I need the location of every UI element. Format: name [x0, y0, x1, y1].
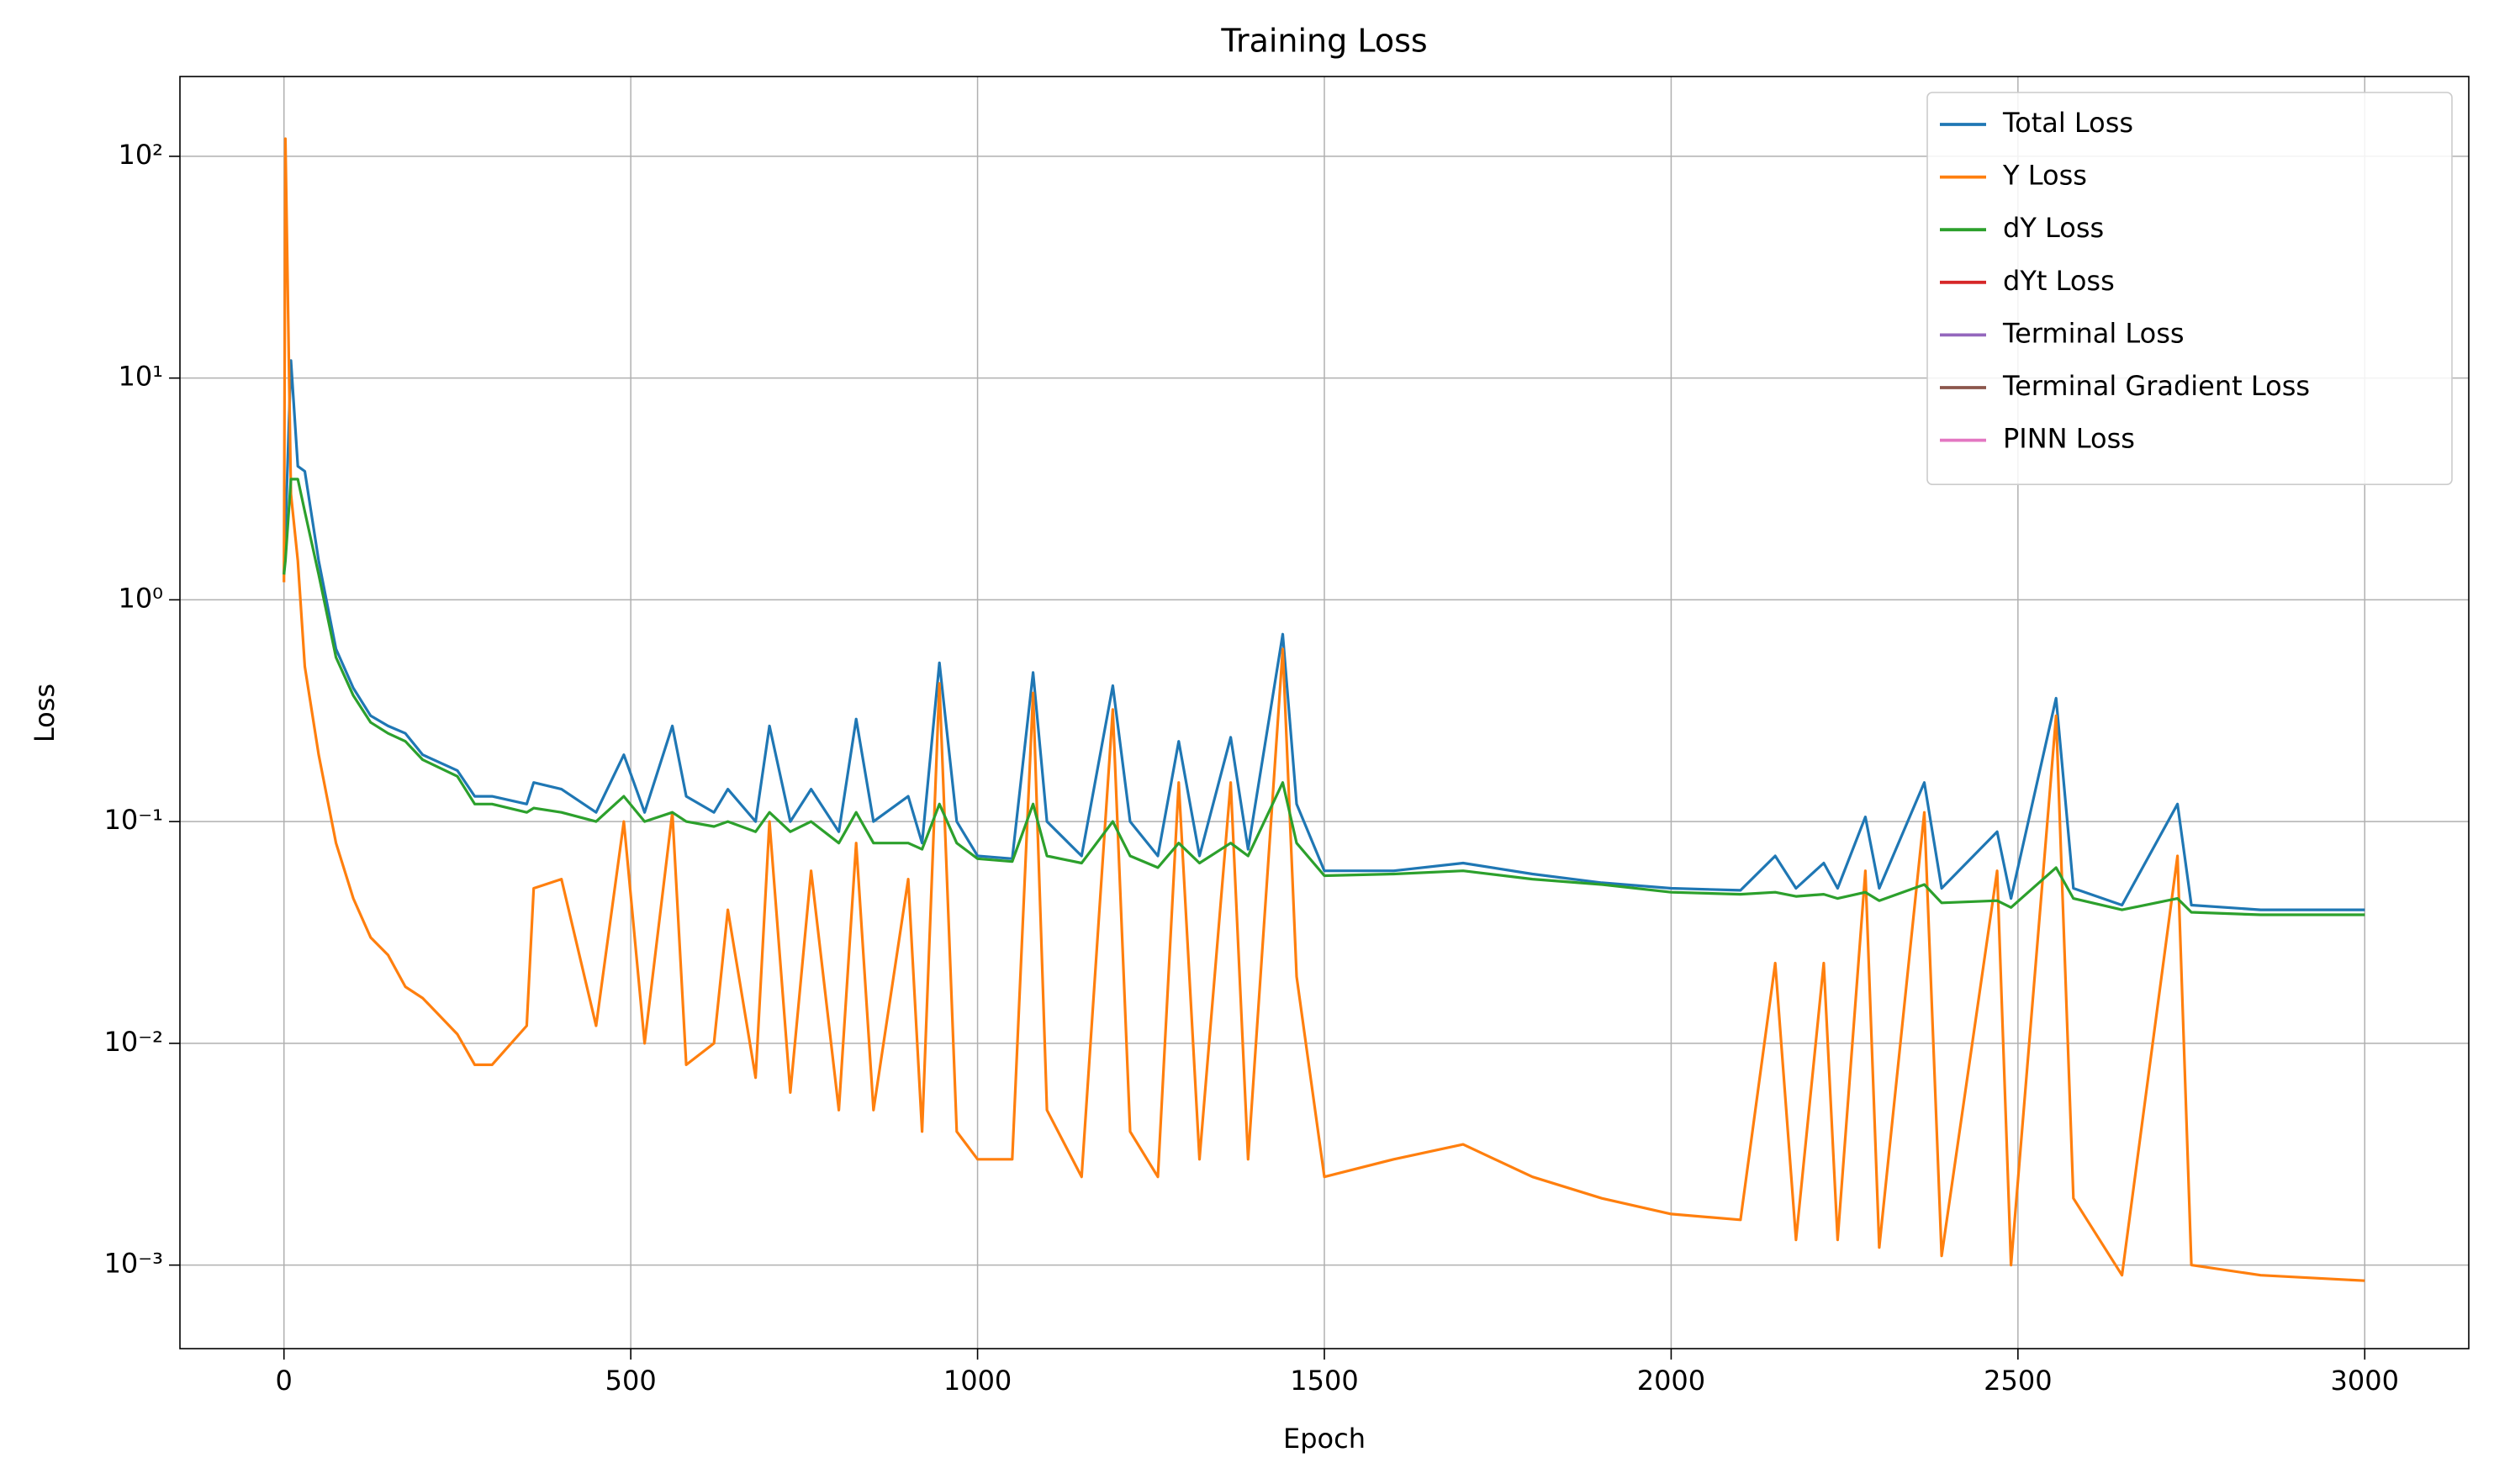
legend-label: dY Loss	[2003, 212, 2104, 244]
legend-label: PINN Loss	[2003, 423, 2135, 455]
legend-label: Terminal Gradient Loss	[2002, 370, 2310, 402]
plot-frame	[179, 76, 2470, 1349]
y-tick-label: 10⁻¹	[104, 804, 163, 836]
y-axis-label: Loss	[29, 684, 61, 742]
legend-label: Y Loss	[2002, 160, 2087, 192]
x-tick-label: 2500	[1984, 1365, 2052, 1397]
x-tick-label: 500	[605, 1365, 657, 1397]
series-line	[283, 137, 2365, 1282]
legend-box	[1926, 92, 2453, 486]
y-tick-label: 10²	[118, 139, 163, 171]
y-tick-label: 10⁰	[118, 582, 163, 614]
legend: Total Loss Y Loss dY Loss dYt Loss Terminal …	[1926, 92, 2453, 486]
series-line	[283, 359, 2365, 911]
x-axis-label: Epoch	[1283, 1423, 1366, 1455]
x-tick-label: 1000	[943, 1365, 1012, 1397]
chart-title: Training Loss	[1220, 23, 1427, 60]
x-tick-label: 1500	[1290, 1365, 1358, 1397]
x-tick-label: 3000	[2331, 1365, 2399, 1397]
x-tick-label: 0	[276, 1365, 293, 1397]
legend-label: Terminal Loss	[2002, 317, 2185, 349]
y-tick-label: 10⁻³	[104, 1248, 163, 1280]
legend-label: dYt Loss	[2003, 265, 2115, 297]
legend-label: Total Loss	[2002, 107, 2133, 139]
series-line	[283, 478, 2365, 916]
x-tick-label: 2000	[1637, 1365, 1705, 1397]
y-tick-label: 10¹	[118, 361, 163, 393]
y-tick-label: 10⁻²	[104, 1026, 163, 1058]
